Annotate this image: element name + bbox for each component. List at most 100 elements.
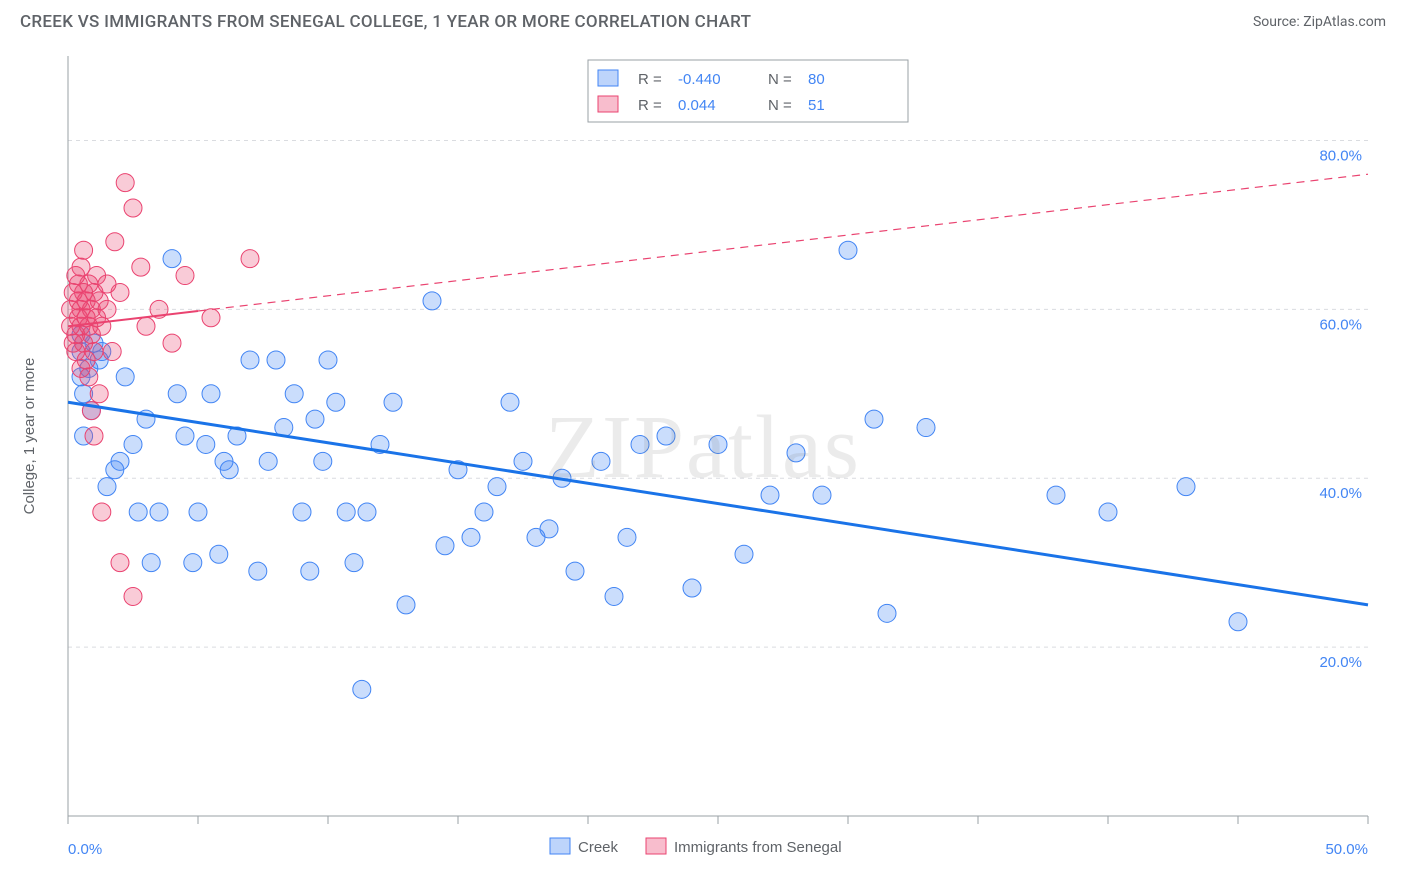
scatter-point	[475, 503, 493, 521]
scatter-point	[132, 258, 150, 276]
legend-label: Immigrants from Senegal	[674, 839, 842, 856]
scatter-point	[813, 486, 831, 504]
scatter-point	[210, 545, 228, 563]
scatter-point	[345, 554, 363, 572]
scatter-point	[98, 478, 116, 496]
scatter-point	[514, 452, 532, 470]
scatter-point	[761, 486, 779, 504]
scatter-point	[462, 528, 480, 546]
scatter-point	[85, 343, 103, 361]
scatter-point	[124, 587, 142, 605]
scatter-chart: 20.0% 40.0% 60.0% 80.0% 0.0% 50.0% College, 1 …	[20, 48, 1386, 868]
scatter-point	[142, 554, 160, 572]
chart-header: CREEK VS IMMIGRANTS FROM SENEGAL COLLEGE…	[0, 0, 1406, 40]
scatter-point	[116, 174, 134, 192]
chart-container: 20.0% 40.0% 60.0% 80.0% 0.0% 50.0% College, 1 …	[20, 48, 1386, 868]
scatter-point	[787, 444, 805, 462]
scatter-point	[735, 545, 753, 563]
scatter-point	[137, 317, 155, 335]
scatter-point	[124, 435, 142, 453]
scatter-point	[202, 385, 220, 403]
scatter-point	[85, 427, 103, 445]
scatter-point	[301, 562, 319, 580]
scatter-point	[163, 334, 181, 352]
scatter-point	[103, 343, 121, 361]
scatter-point	[592, 452, 610, 470]
scatter-point	[618, 528, 636, 546]
scatter-point	[259, 452, 277, 470]
svg-text:R =: R =	[638, 97, 662, 114]
scatter-point	[353, 680, 371, 698]
scatter-point	[111, 283, 129, 301]
scatter-point	[220, 461, 238, 479]
scatter-point	[197, 435, 215, 453]
scatter-point	[168, 385, 186, 403]
svg-text:51: 51	[808, 97, 825, 114]
y-tick-label: 20.0%	[1319, 654, 1362, 671]
scatter-point	[488, 478, 506, 496]
scatter-point	[1099, 503, 1117, 521]
scatter-point	[319, 351, 337, 369]
scatter-point	[129, 503, 147, 521]
y-axis-label: College, 1 year or more	[21, 358, 38, 515]
scatter-point	[436, 537, 454, 555]
scatter-point	[184, 554, 202, 572]
scatter-point	[657, 427, 675, 445]
scatter-point	[397, 596, 415, 614]
scatter-point	[267, 351, 285, 369]
scatter-point	[176, 267, 194, 285]
svg-text:0.044: 0.044	[678, 97, 716, 114]
scatter-point	[176, 427, 194, 445]
scatter-point	[314, 452, 332, 470]
scatter-point	[163, 250, 181, 268]
scatter-point	[75, 241, 93, 259]
scatter-point	[106, 233, 124, 251]
y-tick-label: 40.0%	[1319, 485, 1362, 502]
scatter-point	[111, 554, 129, 572]
scatter-point	[337, 503, 355, 521]
chart-title: CREEK VS IMMIGRANTS FROM SENEGAL COLLEGE…	[20, 12, 751, 32]
scatter-point	[327, 393, 345, 411]
svg-text:N =: N =	[768, 97, 792, 114]
scatter-point	[124, 199, 142, 217]
scatter-point	[80, 368, 98, 386]
scatter-point	[540, 520, 558, 538]
scatter-point	[98, 300, 116, 318]
x-tick-label: 0.0%	[68, 841, 102, 858]
scatter-point	[878, 604, 896, 622]
scatter-point	[605, 587, 623, 605]
scatter-point	[631, 435, 649, 453]
scatter-point	[709, 435, 727, 453]
scatter-point	[241, 351, 259, 369]
scatter-point	[384, 393, 402, 411]
scatter-point	[306, 410, 324, 428]
svg-text:R =: R =	[638, 71, 662, 88]
scatter-point	[917, 419, 935, 437]
scatter-point	[865, 410, 883, 428]
scatter-point	[241, 250, 259, 268]
scatter-point	[202, 309, 220, 327]
legend-label: Creek	[578, 839, 619, 856]
svg-text:80: 80	[808, 71, 825, 88]
y-tick-label: 60.0%	[1319, 316, 1362, 333]
scatter-point	[839, 241, 857, 259]
y-tick-label: 80.0%	[1319, 147, 1362, 164]
scatter-point	[72, 258, 90, 276]
scatter-point	[358, 503, 376, 521]
scatter-point	[285, 385, 303, 403]
scatter-point	[1177, 478, 1195, 496]
scatter-point	[566, 562, 584, 580]
scatter-point	[249, 562, 267, 580]
scatter-point	[683, 579, 701, 597]
scatter-point	[111, 452, 129, 470]
scatter-point	[93, 503, 111, 521]
scatter-point	[501, 393, 519, 411]
scatter-point	[189, 503, 207, 521]
scatter-point	[90, 385, 108, 403]
scatter-point	[116, 368, 134, 386]
svg-text:-0.440: -0.440	[678, 71, 721, 88]
scatter-point	[1047, 486, 1065, 504]
x-tick-label: 50.0%	[1325, 841, 1368, 858]
svg-text:N =: N =	[768, 71, 792, 88]
scatter-point	[93, 317, 111, 335]
